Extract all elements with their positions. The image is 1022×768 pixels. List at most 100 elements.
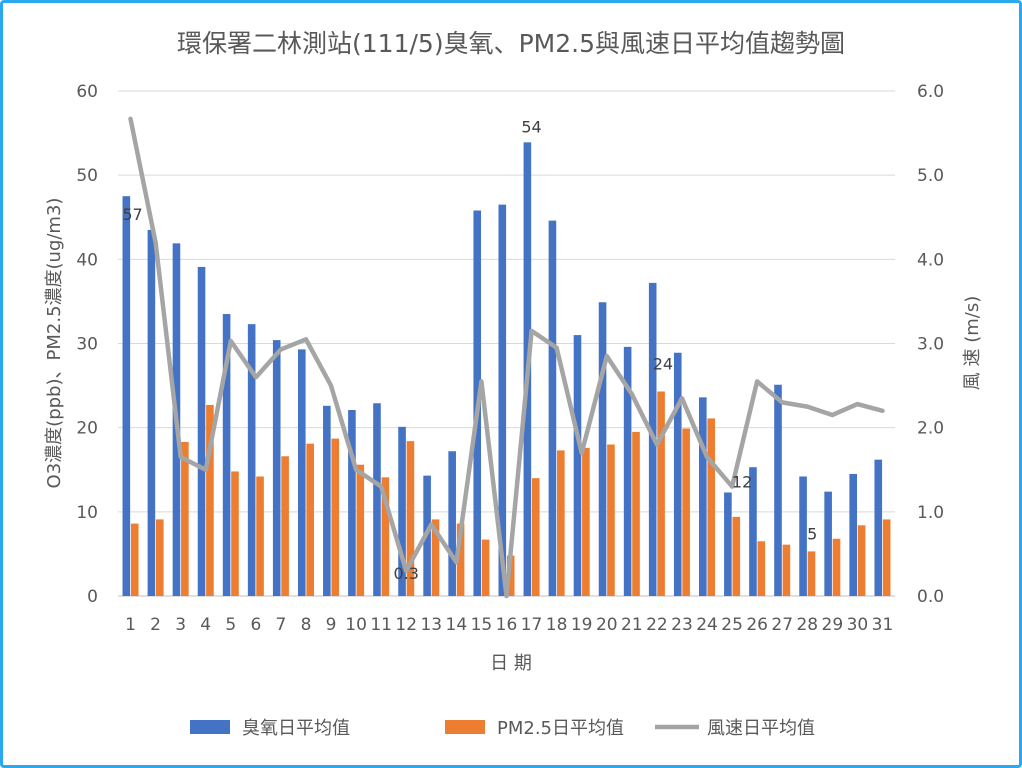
pm25-bar <box>607 444 615 596</box>
pm25-bar <box>882 519 891 596</box>
pm25-bar <box>632 431 640 596</box>
x-tick-label: 2 <box>150 615 161 635</box>
pm25-bar <box>281 456 289 596</box>
x-tick-label: 20 <box>596 615 618 635</box>
y-axis-ticks: 0 10 20 30 40 50 60 <box>76 82 98 607</box>
ozone-bar <box>272 340 281 596</box>
x-tick-label: 19 <box>571 615 593 635</box>
data-labels: 57 54 0.3 24 12 5 <box>122 117 817 582</box>
y2-tick-label: 6.0 <box>917 82 944 102</box>
gridlines <box>118 90 895 597</box>
data-label: 57 <box>122 205 142 224</box>
pm25-bar <box>707 418 716 596</box>
x-tick-label: 9 <box>326 615 337 635</box>
legend-swatch <box>190 720 230 734</box>
ozone-bar <box>247 324 256 596</box>
ozone-bar <box>724 492 732 596</box>
x-tick-label: 16 <box>496 615 518 635</box>
x-tick-label: 30 <box>847 615 869 635</box>
ozone-bar <box>774 384 782 596</box>
x-tick-label: 24 <box>696 615 718 635</box>
x-tick-label: 17 <box>521 615 543 635</box>
y2-tick-label: 3.0 <box>917 335 944 355</box>
y2-tick-label: 4.0 <box>917 250 944 270</box>
ozone-bar <box>448 451 456 596</box>
pm25-bar <box>481 539 490 596</box>
ozone-bar <box>147 229 156 596</box>
pm25-bar <box>682 428 690 596</box>
y-tick-label: 10 <box>76 503 98 523</box>
y-tick-label: 40 <box>76 250 98 270</box>
pm25-bar <box>857 525 866 596</box>
y-tick-label: 30 <box>76 335 98 355</box>
x-tick-label: 10 <box>345 615 367 635</box>
ozone-bar <box>623 346 632 596</box>
x-tick-label: 25 <box>721 615 743 635</box>
y-tick-label: 60 <box>76 82 98 102</box>
pm25-bar <box>130 523 139 596</box>
pm25-bar <box>732 516 741 596</box>
x-tick-label: 12 <box>395 615 417 635</box>
x-tick-label: 11 <box>370 615 392 635</box>
ozone-bar <box>323 405 331 596</box>
pm25-bar <box>155 519 164 596</box>
pm25-bar <box>456 523 465 596</box>
legend-label: 臭氧日平均值 <box>242 718 350 739</box>
y2-tick-label: 2.0 <box>917 419 944 439</box>
legend-label: PM2.5日平均值 <box>497 718 624 739</box>
y-axis-label: O3濃度(ppb)、PM2.5濃度(ug/m3) <box>44 198 65 489</box>
x-tick-label: 18 <box>546 615 568 635</box>
data-label: 12 <box>732 472 752 491</box>
x-tick-label: 31 <box>872 615 894 635</box>
legend-label: 風速日平均值 <box>707 718 815 739</box>
pm25-bar <box>582 447 590 596</box>
pm25-bar <box>782 544 791 596</box>
pm25-bar <box>531 478 540 596</box>
pm25-bar <box>431 519 440 596</box>
x-tick-label: 4 <box>200 615 211 635</box>
ozone-bar <box>197 266 206 596</box>
pm25-bar <box>206 404 214 596</box>
ozone-bar <box>548 220 557 596</box>
x-tick-label: 29 <box>822 615 844 635</box>
wind-line <box>128 116 885 599</box>
data-label: 0.3 <box>394 564 419 583</box>
bars <box>122 142 891 597</box>
ozone-bar <box>573 335 582 596</box>
y2-axis-ticks: 0.0 1.0 2.0 3.0 4.0 5.0 6.0 <box>917 82 944 607</box>
x-tick-label: 1 <box>125 615 136 635</box>
ozone-bar <box>348 409 356 596</box>
y2-tick-label: 5.0 <box>917 166 944 186</box>
wind-series-line <box>128 116 885 599</box>
ozone-bar <box>799 476 807 596</box>
ozone-bar <box>398 426 406 596</box>
ozone-bar <box>122 196 131 597</box>
x-tick-label: 8 <box>301 615 312 635</box>
x-tick-label: 7 <box>276 615 287 635</box>
ozone-bar <box>673 352 682 596</box>
ozone-bar <box>598 302 607 596</box>
x-tick-label: 5 <box>225 615 236 635</box>
pm25-bar <box>506 555 515 596</box>
y-tick-label: 0 <box>87 587 98 607</box>
pm25-bar <box>757 541 766 596</box>
pm25-bar <box>381 477 390 596</box>
pm25-bar <box>231 471 239 596</box>
x-axis-label: 日 期 <box>490 653 532 674</box>
ozone-bar <box>824 491 832 596</box>
pm25-bar <box>256 476 264 596</box>
pm25-bar <box>557 450 565 596</box>
data-label: 5 <box>807 524 817 543</box>
pm25-bar <box>306 443 314 596</box>
x-tick-label: 27 <box>771 615 793 635</box>
ozone-bar <box>297 349 306 596</box>
x-tick-label: 26 <box>746 615 768 635</box>
x-tick-label: 15 <box>471 615 493 635</box>
ozone-bar <box>849 473 858 596</box>
ozone-bar <box>874 459 883 596</box>
data-label: 24 <box>653 354 673 373</box>
ozone-bar <box>222 314 231 596</box>
ozone-bar <box>498 204 507 596</box>
pm25-bar <box>406 441 415 596</box>
